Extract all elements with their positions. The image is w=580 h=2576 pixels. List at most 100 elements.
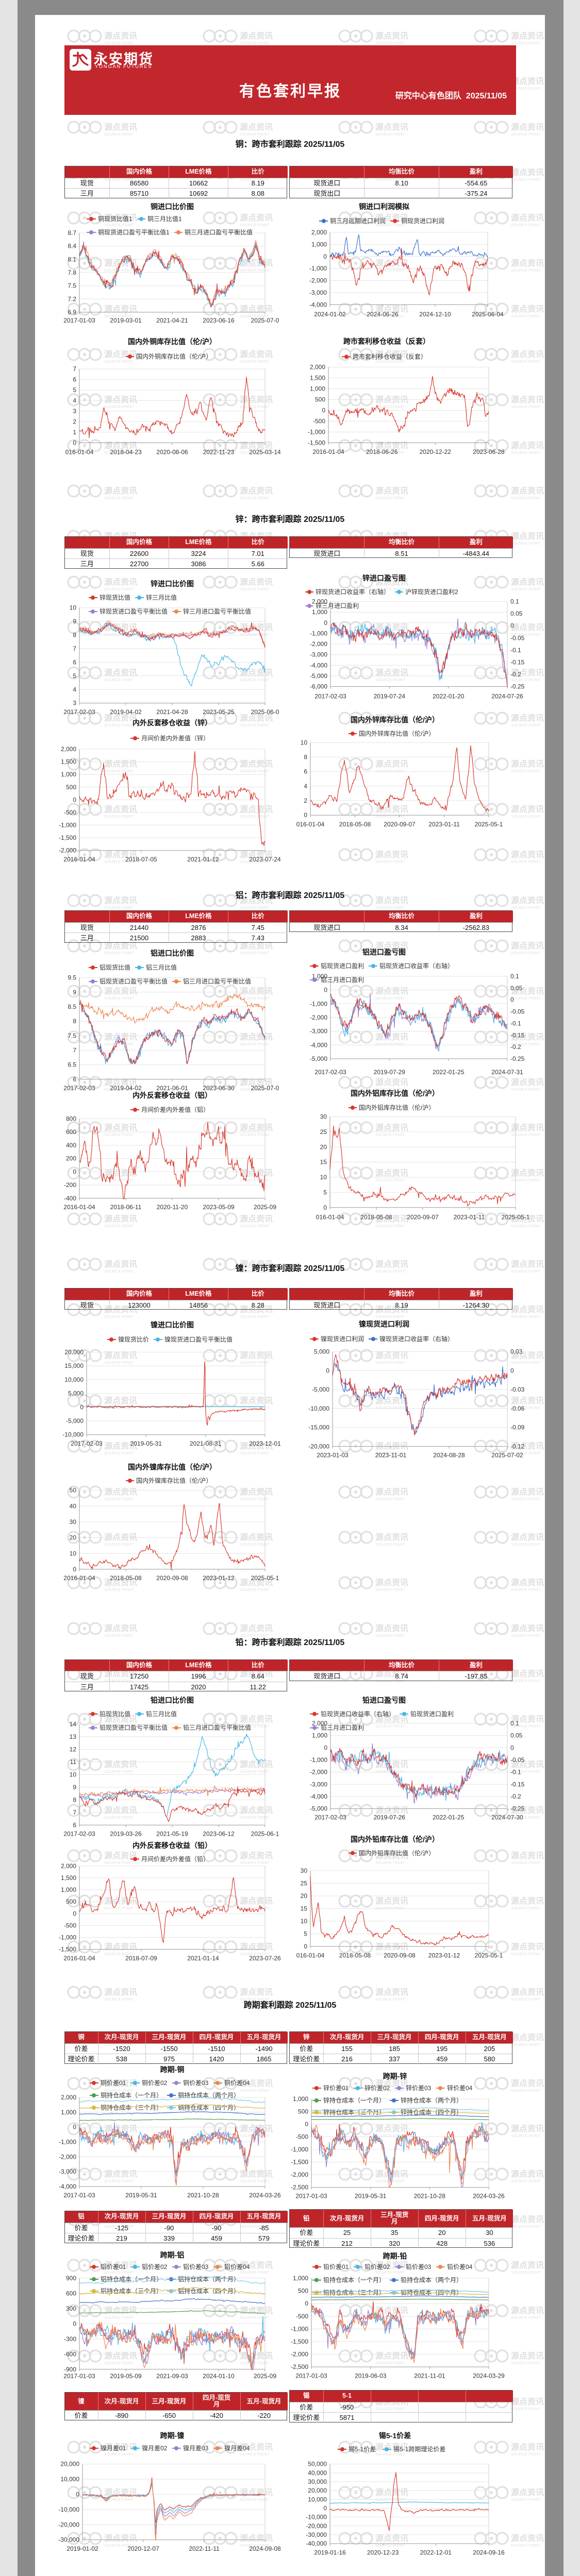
svg-text:铝现货比值: 铝现货比值 [100,963,130,971]
svg-text:25: 25 [301,1880,308,1887]
svg-text:-0.25: -0.25 [510,683,525,690]
svg-text:2018-04-23: 2018-04-23 [110,448,142,455]
svg-text:2024-06-26: 2024-06-26 [367,311,399,318]
svg-text:-2,000: -2,000 [291,2171,308,2178]
svg-text:4: 4 [73,686,76,693]
svg-text:-1,000: -1,000 [309,265,327,272]
svg-text:7: 7 [73,645,76,652]
svg-text:2021-04-21: 2021-04-21 [156,317,188,324]
svg-text:0: 0 [510,996,514,1004]
svg-text:2024-07-30: 2024-07-30 [491,1814,523,1821]
svg-text:-5,000: -5,000 [66,1417,84,1425]
svg-text:铝现货进口盈亏平衡比值: 铝现货进口盈亏平衡比值 [100,977,168,985]
svg-text:跨市套利移仓收益（反套）: 跨市套利移仓收益（反套） [353,353,427,361]
svg-text:2019-07-26: 2019-07-26 [374,1814,406,1821]
svg-text:2017-01-03: 2017-01-03 [63,2192,95,2199]
svg-text:2019-05-31: 2019-05-31 [355,2193,387,2200]
svg-text:-5,000: -5,000 [310,1805,327,1812]
svg-text:2,000: 2,000 [310,364,325,371]
svg-text:11: 11 [70,1758,77,1766]
svg-text:2018-07-09: 2018-07-09 [125,1955,157,1962]
svg-text:0: 0 [324,987,327,994]
svg-text:国内外铅库存比值（伦/沪）: 国内外铅库存比值（伦/沪） [351,1835,439,1843]
svg-text:-1,500: -1,500 [59,834,76,841]
svg-text:900: 900 [66,2275,76,2282]
svg-text:2023-01-12: 2023-01-12 [428,1952,460,1959]
svg-text:1,000: 1,000 [293,2095,308,2103]
svg-text:-30,000: -30,000 [306,2531,327,2538]
svg-text:2019-03-01: 2019-03-01 [110,317,142,324]
svg-text:铝现货进口收益率（右轴）: 铝现货进口收益率（右轴） [379,962,454,970]
svg-text:9.5: 9.5 [68,974,76,981]
svg-text:10: 10 [70,1771,77,1778]
svg-text:2024-09-16: 2024-09-16 [473,2549,505,2556]
svg-text:2023-06-28: 2023-06-28 [473,448,505,455]
svg-text:2022-01-25: 2022-01-25 [433,1814,465,1821]
svg-text:2019-04-02: 2019-04-02 [110,1084,142,1092]
svg-text:10,000: 10,000 [60,2476,79,2483]
svg-text:2021-05-19: 2021-05-19 [156,1831,188,1838]
svg-text:-0.09: -0.09 [510,1424,525,1431]
svg-text:-0.12: -0.12 [510,1443,525,1450]
svg-text:铅现货进口收益率（右轴）: 铅现货进口收益率（右轴） [321,1710,395,1718]
svg-text:50,000: 50,000 [308,2461,327,2468]
svg-text:铝价差03: 铝价差03 [183,2263,209,2270]
svg-text:6: 6 [304,768,307,775]
svg-text:内外反套移仓收益（铅）: 内外反套移仓收益（铅） [132,1841,212,1850]
svg-text:8: 8 [73,1796,76,1803]
svg-text:-2,000: -2,000 [310,1769,327,1776]
svg-text:月间价差内外差值（锌）: 月间价差内外差值（锌） [141,734,209,742]
svg-text:-2,000: -2,000 [291,2351,308,2358]
svg-text:-5,000: -5,000 [310,1055,327,1062]
svg-text:-4,000: -4,000 [310,1041,327,1048]
svg-text:2023-12-01: 2023-12-01 [249,1440,281,1447]
svg-text:0: 0 [324,1744,327,1751]
svg-text:铅价差02: 铅价差02 [364,2263,390,2270]
svg-text:2025-07-0: 2025-07-0 [251,317,279,324]
svg-text:300: 300 [66,2305,76,2312]
svg-text:6.5: 6.5 [68,1061,76,1069]
svg-text:2025-05-1: 2025-05-1 [502,1214,530,1221]
svg-text:0: 0 [323,2505,327,2512]
svg-text:-0.06: -0.06 [510,1405,525,1412]
svg-text:铜价差01: 铜价差01 [101,2079,126,2087]
svg-text:800: 800 [66,1115,76,1123]
svg-text:锌三月进口盈利: 锌三月进口盈利 [316,602,359,609]
svg-text:7.2: 7.2 [68,295,76,302]
svg-text:铜价差03: 铜价差03 [183,2079,209,2087]
svg-text:20,000: 20,000 [64,1349,84,1356]
svg-text:-0.25: -0.25 [510,1805,525,1812]
svg-text:2019-06-03: 2019-06-03 [355,2372,387,2379]
svg-text:5: 5 [73,672,76,680]
svg-text:2024-07-31: 2024-07-31 [491,1069,523,1076]
svg-text:0: 0 [76,2491,79,2498]
svg-text:国内外镍库存比值（伦/沪）: 国内外镍库存比值（伦/沪） [136,1477,212,1484]
svg-text:-10,000: -10,000 [58,2506,79,2513]
svg-text:2023-11-01: 2023-11-01 [375,1452,407,1459]
svg-text:-30,000: -30,000 [58,2536,79,2544]
svg-text:2022-01-25: 2022-01-25 [433,1069,465,1076]
svg-text:14: 14 [70,1720,77,1727]
svg-text:跨期-镍: 跨期-镍 [160,2431,185,2439]
svg-text:锌三月比值: 锌三月比值 [146,594,177,601]
svg-text:-0.25: -0.25 [510,1055,525,1062]
svg-text:国内外镍库存比值（伦/沪）: 国内外镍库存比值（伦/沪） [128,1463,217,1471]
svg-text:2016-01-04: 2016-01-04 [63,1574,95,1582]
svg-text:-5,000: -5,000 [310,672,327,680]
svg-text:30: 30 [320,1113,327,1121]
svg-text:2019-04-02: 2019-04-02 [110,708,142,716]
svg-text:-0.03: -0.03 [510,1386,525,1393]
svg-text:2019-07-24: 2019-07-24 [374,692,406,700]
svg-text:2017-02-03: 2017-02-03 [314,1814,346,1821]
svg-text:15,000: 15,000 [64,1362,84,1369]
svg-text:0.03: 0.03 [510,1348,523,1355]
svg-text:1,000: 1,000 [311,241,327,248]
svg-text:月间价差内外差值（铝）: 月间价差内外差值（铝） [141,1106,209,1113]
svg-text:10: 10 [301,739,308,746]
svg-text:0: 0 [73,439,76,447]
svg-text:15: 15 [320,1159,327,1166]
svg-text:铝持仓成本（四个月）: 铝持仓成本（四个月） [178,2287,240,2295]
svg-text:国内外铝库存比值（伦/沪）: 国内外铝库存比值（伦/沪） [351,1089,439,1097]
svg-text:20,000: 20,000 [308,2487,327,2494]
svg-text:-0.15: -0.15 [510,658,525,666]
